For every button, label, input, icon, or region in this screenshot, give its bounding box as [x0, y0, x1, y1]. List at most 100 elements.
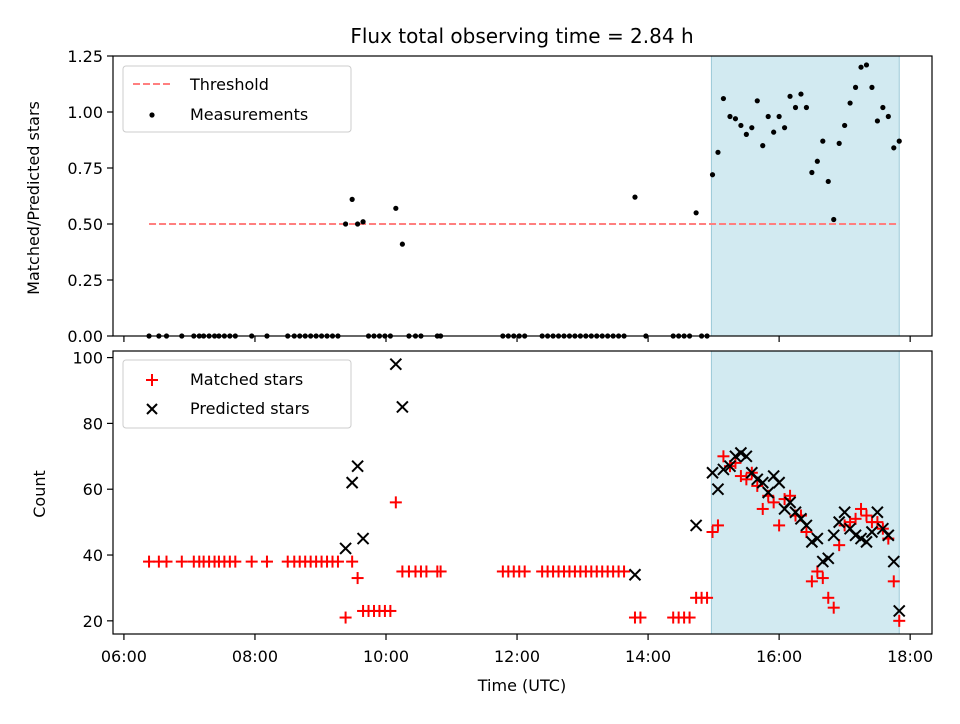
- matched-legend-swatch: [146, 374, 158, 386]
- top-series-0-point-76: [738, 122, 744, 129]
- top-series-0-point-97: [852, 84, 859, 90]
- top-series-0-point-91: [820, 138, 826, 144]
- top-axes-frame: [112, 55, 933, 337]
- threshold-legend-label: Threshold: [189, 75, 269, 94]
- top-series-0-point-72: [715, 149, 721, 155]
- bottom-series-1-point-13: [734, 446, 748, 460]
- bottom-series-0-point-86: [784, 489, 797, 502]
- top-ytick-label-5: 1.25: [67, 47, 103, 66]
- top-series-0-point-68: [693, 210, 699, 216]
- bottom-series-0-point-99: [855, 502, 868, 515]
- top-series-0-point-26: [349, 196, 355, 202]
- bottom-series-1-point-2: [351, 459, 364, 473]
- bottom-series-0-point-102: [871, 516, 884, 529]
- bottom-series-1-point-16: [751, 473, 764, 486]
- bottom-series-0-point-90: [805, 575, 818, 588]
- top-series-0-point-81: [765, 113, 771, 120]
- top-series-0-point-104: [891, 145, 897, 151]
- bottom-series-0-point-41: [434, 565, 447, 578]
- bottom-series-0-point-73: [711, 519, 724, 532]
- bottom-series-0-point-95: [833, 539, 846, 552]
- bottom-x-axis-label: Time (UTC): [477, 676, 566, 695]
- top-series-0-point-25: [342, 221, 349, 227]
- bottom-series-1-point-0: [339, 542, 352, 555]
- bottom-series-1-point-12: [729, 450, 742, 463]
- chart-title: Flux total observing time = 2.84 h: [350, 24, 693, 48]
- bottom-series-1-point-20: [772, 476, 786, 489]
- top-y-axis-label: Matched/Predicted stars: [24, 101, 43, 295]
- measurements-legend-label: Measurements: [190, 105, 308, 124]
- top-series-0-point-102: [880, 104, 886, 111]
- bottom-series-0-point-78: [740, 473, 753, 486]
- bottom-xtick-label-3: 12:00: [494, 647, 540, 666]
- bottom-series-1-point-7: [689, 519, 703, 532]
- bottom-legend: Matched stars Predicted stars: [122, 359, 352, 429]
- bottom-series-0-point-39: [420, 565, 433, 578]
- bottom-xtick-label-1: 08:00: [232, 647, 278, 666]
- bottom-xtick-label-0: 06:00: [101, 647, 147, 666]
- predicted-legend-label: Predicted stars: [190, 399, 310, 418]
- top-series-0-point-35: [399, 241, 405, 247]
- top-series-0-point-77: [743, 131, 749, 137]
- top-series-0-point-101: [874, 118, 881, 124]
- top-legend: Threshold Measurements: [122, 65, 352, 133]
- top-shaded-region: [710, 55, 900, 337]
- top-series-0-point-89: [809, 169, 815, 176]
- bottom-series-1-point-36: [860, 535, 873, 549]
- bottom-series-0-point-46: [518, 565, 531, 578]
- bottom-y-axis-label: Count: [30, 470, 49, 518]
- bottom-legend-frame: [122, 359, 352, 429]
- top-series-0-point-96: [847, 100, 853, 106]
- bottom-series-0-point-93: [822, 591, 835, 604]
- top-series-0-point-73: [720, 95, 727, 102]
- bottom-axes-frame: [112, 350, 933, 635]
- top-series-0-point-100: [869, 84, 875, 90]
- bottom-series-0-point-94: [827, 601, 840, 614]
- bottom-series-0-point-89: [800, 525, 813, 538]
- top-ytick-label-2: 0.50: [67, 215, 103, 234]
- top-series-0-point-80: [760, 143, 766, 149]
- bottom-series-0-point-24: [331, 555, 344, 568]
- top-series-0-point-95: [842, 122, 848, 129]
- bottom-series-1-point-28: [816, 555, 830, 568]
- bottom-series-1-point-6: [628, 568, 642, 581]
- bottom-xtick-label-2: 10:00: [363, 647, 409, 666]
- bottom-series-0-point-84: [773, 519, 786, 532]
- top-ytick-label-0: 0.00: [67, 327, 103, 346]
- bottom-series-0-point-72: [706, 525, 719, 538]
- top-series-0-point-98: [858, 64, 864, 70]
- bottom-series-1-point-35: [854, 532, 868, 545]
- bottom-series-1-point-37: [865, 525, 879, 539]
- bottom-series-0-point-106: [893, 614, 906, 627]
- bottom-series-0-point-100: [860, 509, 873, 522]
- top-ytick-label-3: 0.75: [67, 159, 103, 178]
- bottom-series-1-point-41: [887, 555, 900, 568]
- bottom-shaded-region: [710, 350, 900, 635]
- bottom-series-0-point-64: [634, 611, 647, 624]
- bottom-series-0-point-68: [683, 611, 696, 624]
- bottom-series-1-point-10: [717, 463, 730, 476]
- top-series-0-point-85: [787, 93, 793, 99]
- top-series-0-point-93: [831, 216, 837, 223]
- bottom-xtick-label-5: 16:00: [756, 647, 802, 666]
- bottom-xtick-label-6: 18:00: [887, 647, 933, 666]
- top-series-0-point-99: [863, 62, 870, 68]
- top-series-0-point-103: [885, 113, 891, 120]
- bottom-series-0-point-74: [717, 450, 730, 463]
- bottom-series-1-point-32: [838, 506, 851, 519]
- bottom-series-0-point-83: [767, 496, 780, 509]
- bottom-series-1-point-8: [706, 466, 719, 479]
- top-series-0-point-28: [360, 219, 366, 225]
- bottom-series-1-point-18: [761, 486, 775, 499]
- top-series-0-point-90: [814, 158, 820, 164]
- top-series-0-point-87: [798, 91, 804, 97]
- bottom-series-0-point-71: [701, 591, 714, 604]
- bottom-series-1-point-5: [396, 400, 409, 414]
- bottom-series-1-point-1: [345, 476, 359, 489]
- bottom-series-1-point-3: [356, 532, 370, 545]
- top-series-0-point-82: [771, 129, 777, 135]
- top-ytick-label-4: 1.00: [67, 103, 103, 122]
- bottom-series-1-point-42: [893, 604, 906, 618]
- bottom-xtick-label-4: 14:00: [625, 647, 671, 666]
- bottom-series-1-point-14: [740, 450, 753, 463]
